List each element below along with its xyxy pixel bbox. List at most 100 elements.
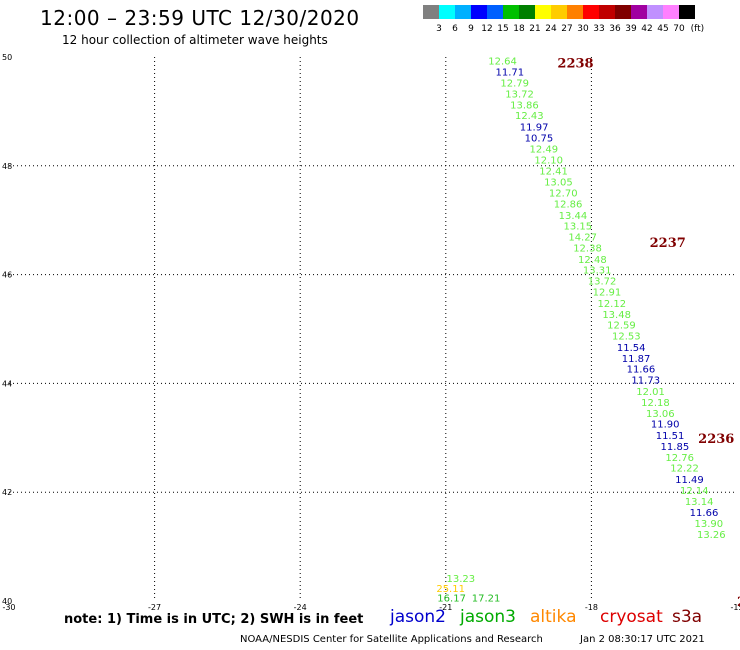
wave-height-label: 12.12	[597, 299, 626, 310]
legend-swatch	[423, 5, 439, 19]
wave-height-label: 12.49	[530, 144, 559, 155]
longitude-tick-label: -21	[439, 603, 452, 612]
wave-height-label: 12.70	[549, 188, 578, 199]
satellite-label-s3a: s3a	[672, 607, 703, 627]
legend-label: 6	[452, 24, 458, 34]
wave-height-label: 12.43	[515, 111, 544, 122]
legend-swatch	[535, 5, 551, 19]
wave-height-label: 12.53	[612, 332, 641, 343]
legend-label: 9	[468, 24, 474, 34]
generated-timestamp: Jan 2 08:30:17 UTC 2021	[580, 634, 705, 645]
wave-height-label: 13.05	[544, 178, 573, 189]
legend-label: 21	[529, 24, 541, 34]
satellite-label-altika: altika	[530, 607, 577, 627]
wave-height-label: 13.72	[588, 277, 617, 288]
latitude-tick-label: 50	[2, 53, 12, 62]
legend-swatch	[679, 5, 695, 19]
legend-swatch	[599, 5, 615, 19]
wave-height-label: 11.54	[617, 343, 646, 354]
legend-swatch	[503, 5, 519, 19]
satellite-label-jason3: jason3	[460, 607, 516, 627]
wave-height-label: 11.90	[651, 420, 680, 431]
footnote: note: 1) Time is in UTC; 2) SWH is in fe…	[64, 612, 364, 627]
legend-label: 39	[625, 24, 637, 34]
wave-height-label: 12.64	[488, 56, 517, 67]
legend-swatch	[455, 5, 471, 19]
wave-height-label: 12.59	[607, 321, 636, 332]
legend-label: 70	[673, 24, 685, 34]
wave-height-label: 10.75	[525, 134, 554, 145]
map-subtitle: 12 hour collection of altimeter wave hei…	[62, 33, 328, 47]
wave-height-label: 13.90	[695, 519, 724, 530]
wave-height-label: 12.91	[593, 287, 622, 298]
wave-height-label: 12.22	[670, 464, 699, 475]
legend-swatch	[471, 5, 487, 19]
wave-height-label: 13.23	[447, 574, 476, 585]
longitude-tick-label: -30	[2, 603, 15, 612]
legend-label: 45	[657, 24, 669, 34]
legend-label: 3	[436, 24, 442, 34]
wave-height-label: 13.26	[697, 530, 726, 541]
wave-height-label: 13.14	[685, 497, 714, 508]
wave-height-label: 13.06	[646, 409, 675, 420]
axis-ticks: -30 -27 -24 -21 -18 -15 50 48 46 44 42 40	[2, 53, 740, 612]
legend-unit: (ft)	[690, 24, 705, 34]
wave-height-label: 13.86	[510, 100, 539, 111]
wave-height-label: 11.97	[520, 123, 549, 134]
legend-swatch	[631, 5, 647, 19]
wave-height-label: 13.44	[559, 211, 588, 222]
legend-label: 36	[609, 24, 621, 34]
legend-swatch	[519, 5, 535, 19]
wave-height-points: 12.6411.7112.7913.7213.8612.4311.9710.75…	[436, 56, 725, 604]
legend-swatch	[439, 5, 455, 19]
legend-swatch	[567, 5, 583, 19]
legend-label: 18	[513, 24, 525, 34]
wave-height-label: 12.79	[500, 79, 529, 90]
pass-number-label: 2238	[557, 56, 593, 71]
legend-swatch	[615, 5, 631, 19]
longitude-tick-label: -27	[148, 603, 161, 612]
wave-height-label: 13.48	[602, 310, 631, 321]
wave-height-label: 17.21	[472, 594, 501, 605]
wave-height-label: 12.86	[554, 199, 583, 210]
grid-lines	[9, 57, 737, 601]
wave-height-label: 11.66	[690, 508, 719, 519]
pass-number-label: 2236	[698, 432, 734, 447]
legend-swatch	[647, 5, 663, 19]
legend-label: 15	[497, 24, 509, 34]
wave-height-label: 11.66	[627, 365, 656, 376]
wave-height-label: 11.51	[656, 431, 685, 442]
legend-label: 30	[577, 24, 589, 34]
wave-height-label: 11.49	[675, 475, 704, 486]
wave-height-label: 13.72	[505, 89, 534, 100]
wave-height-label: 12.38	[573, 243, 602, 254]
wave-height-label: 13.15	[563, 222, 592, 233]
wave-height-label: 12.01	[636, 387, 665, 398]
longitude-tick-label: -18	[585, 603, 598, 612]
wave-height-label: 12.48	[578, 255, 607, 266]
latitude-tick-label: 40	[2, 597, 12, 606]
legend-label: 42	[641, 24, 653, 34]
wave-height-label: 11.73	[631, 376, 660, 387]
wave-height-label: 16.17	[437, 594, 466, 605]
latitude-tick-label: 42	[2, 488, 12, 497]
legend-swatch	[487, 5, 503, 19]
longitude-tick-label: -24	[294, 603, 307, 612]
wave-height-label: 13.31	[583, 266, 612, 277]
legend-swatch	[551, 5, 567, 19]
wave-height-label: 25.11	[436, 584, 465, 595]
legend-label: 12	[481, 24, 493, 34]
legend-label: 33	[593, 24, 605, 34]
wave-height-label: 12.76	[665, 453, 694, 464]
credit-line: NOAA/NESDIS Center for Satellite Applica…	[240, 634, 543, 645]
pass-number-label: 2237	[650, 236, 686, 251]
longitude-tick-label: -15	[730, 603, 740, 612]
wave-height-label: 12.18	[641, 398, 670, 409]
satellite-label-jason2: jason2	[390, 607, 446, 627]
latitude-tick-label: 46	[2, 271, 12, 280]
wave-height-label: 12.10	[534, 155, 563, 166]
legend-label: 24	[545, 24, 557, 34]
legend-swatch	[663, 5, 679, 19]
wave-height-label: 11.71	[496, 68, 525, 79]
wave-height-label: 12.14	[680, 486, 709, 497]
